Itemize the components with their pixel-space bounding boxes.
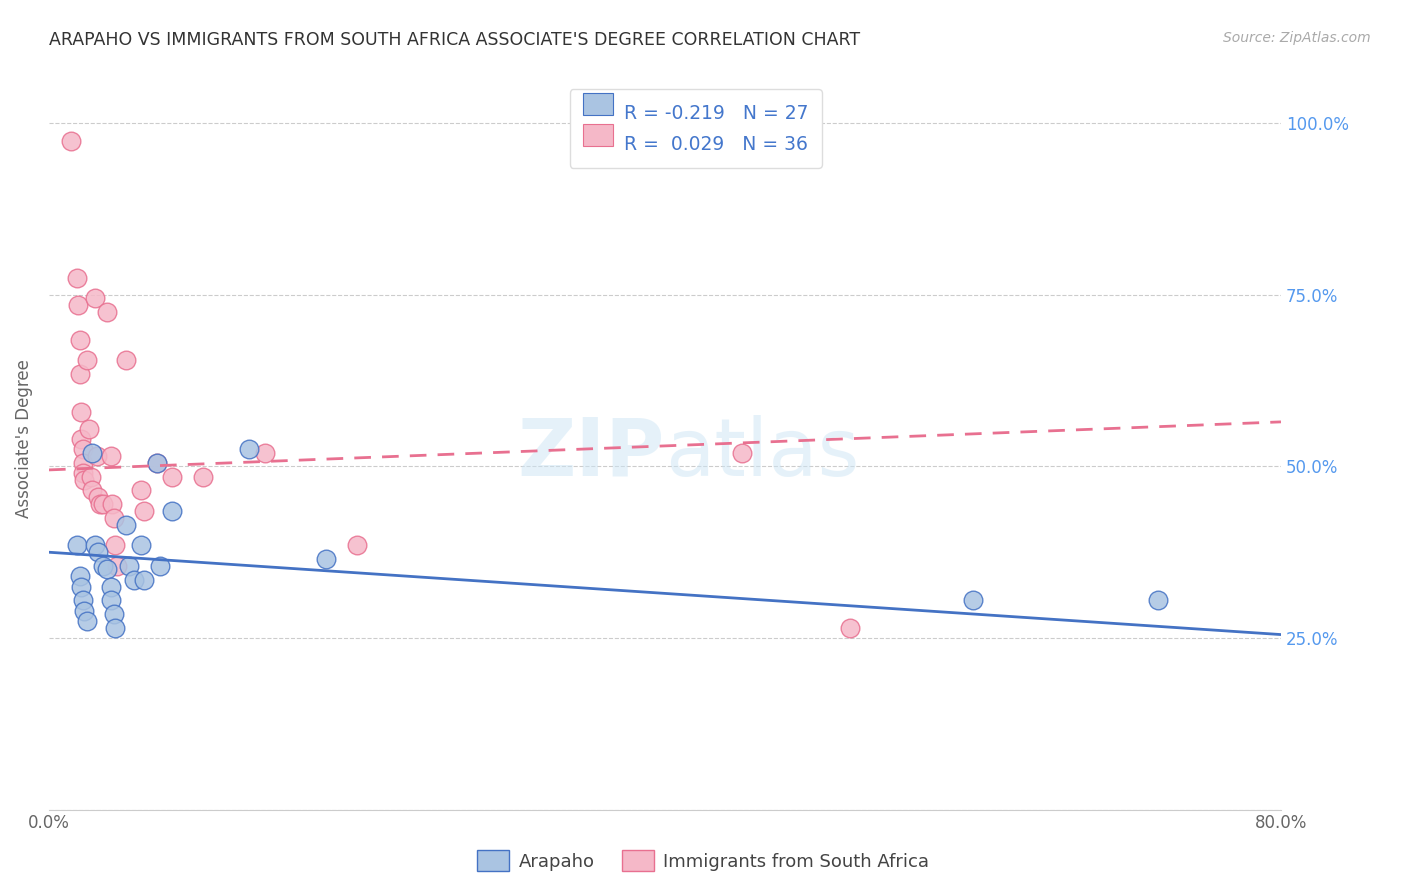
Point	[70, 404, 93, 418]
Point	[89, 497, 111, 511]
Point	[134, 504, 156, 518]
Point	[160, 469, 183, 483]
Point	[96, 305, 118, 319]
Point	[76, 614, 98, 628]
Point	[962, 593, 984, 607]
Point	[72, 442, 94, 457]
Point	[66, 538, 89, 552]
Point	[103, 607, 125, 621]
Point	[73, 473, 96, 487]
Text: ZIP: ZIP	[517, 415, 665, 493]
Point	[72, 456, 94, 470]
Point	[70, 432, 93, 446]
Point	[66, 270, 89, 285]
Point	[149, 558, 172, 573]
Point	[122, 573, 145, 587]
Point	[100, 593, 122, 607]
Point	[118, 558, 141, 573]
Point	[131, 538, 153, 552]
Point	[238, 442, 260, 457]
Point	[73, 603, 96, 617]
Point	[87, 491, 110, 505]
Y-axis label: Associate's Degree: Associate's Degree	[15, 359, 32, 518]
Point	[838, 621, 860, 635]
Point	[253, 446, 276, 460]
Point	[69, 569, 91, 583]
Point	[104, 621, 127, 635]
Point	[104, 538, 127, 552]
Point	[80, 446, 103, 460]
Text: Source: ZipAtlas.com: Source: ZipAtlas.com	[1223, 31, 1371, 45]
Legend: R = -0.219   N = 27, R =  0.029   N = 36: R = -0.219 N = 27, R = 0.029 N = 36	[569, 89, 821, 168]
Point	[67, 298, 90, 312]
Point	[115, 517, 138, 532]
Point	[101, 497, 124, 511]
Point	[146, 456, 169, 470]
Point	[69, 333, 91, 347]
Point	[91, 558, 114, 573]
Point	[103, 511, 125, 525]
Point	[191, 469, 214, 483]
Point	[69, 367, 91, 381]
Point	[134, 573, 156, 587]
Point	[72, 467, 94, 481]
Point	[84, 291, 107, 305]
Point	[59, 134, 82, 148]
Point	[160, 504, 183, 518]
Point	[346, 538, 368, 552]
Point	[100, 449, 122, 463]
Point	[72, 593, 94, 607]
Point	[84, 538, 107, 552]
Point	[91, 497, 114, 511]
Point	[115, 353, 138, 368]
Point	[70, 580, 93, 594]
Point	[100, 580, 122, 594]
Text: atlas: atlas	[665, 415, 859, 493]
Legend: Arapaho, Immigrants from South Africa: Arapaho, Immigrants from South Africa	[470, 843, 936, 879]
Point	[87, 545, 110, 559]
Point	[315, 552, 337, 566]
Point	[131, 483, 153, 498]
Point	[79, 469, 101, 483]
Point	[731, 446, 754, 460]
Point	[96, 562, 118, 576]
Point	[105, 558, 128, 573]
Point	[86, 449, 108, 463]
Point	[1146, 593, 1168, 607]
Point	[77, 422, 100, 436]
Text: ARAPAHO VS IMMIGRANTS FROM SOUTH AFRICA ASSOCIATE'S DEGREE CORRELATION CHART: ARAPAHO VS IMMIGRANTS FROM SOUTH AFRICA …	[49, 31, 860, 49]
Point	[76, 353, 98, 368]
Point	[80, 483, 103, 498]
Point	[146, 456, 169, 470]
